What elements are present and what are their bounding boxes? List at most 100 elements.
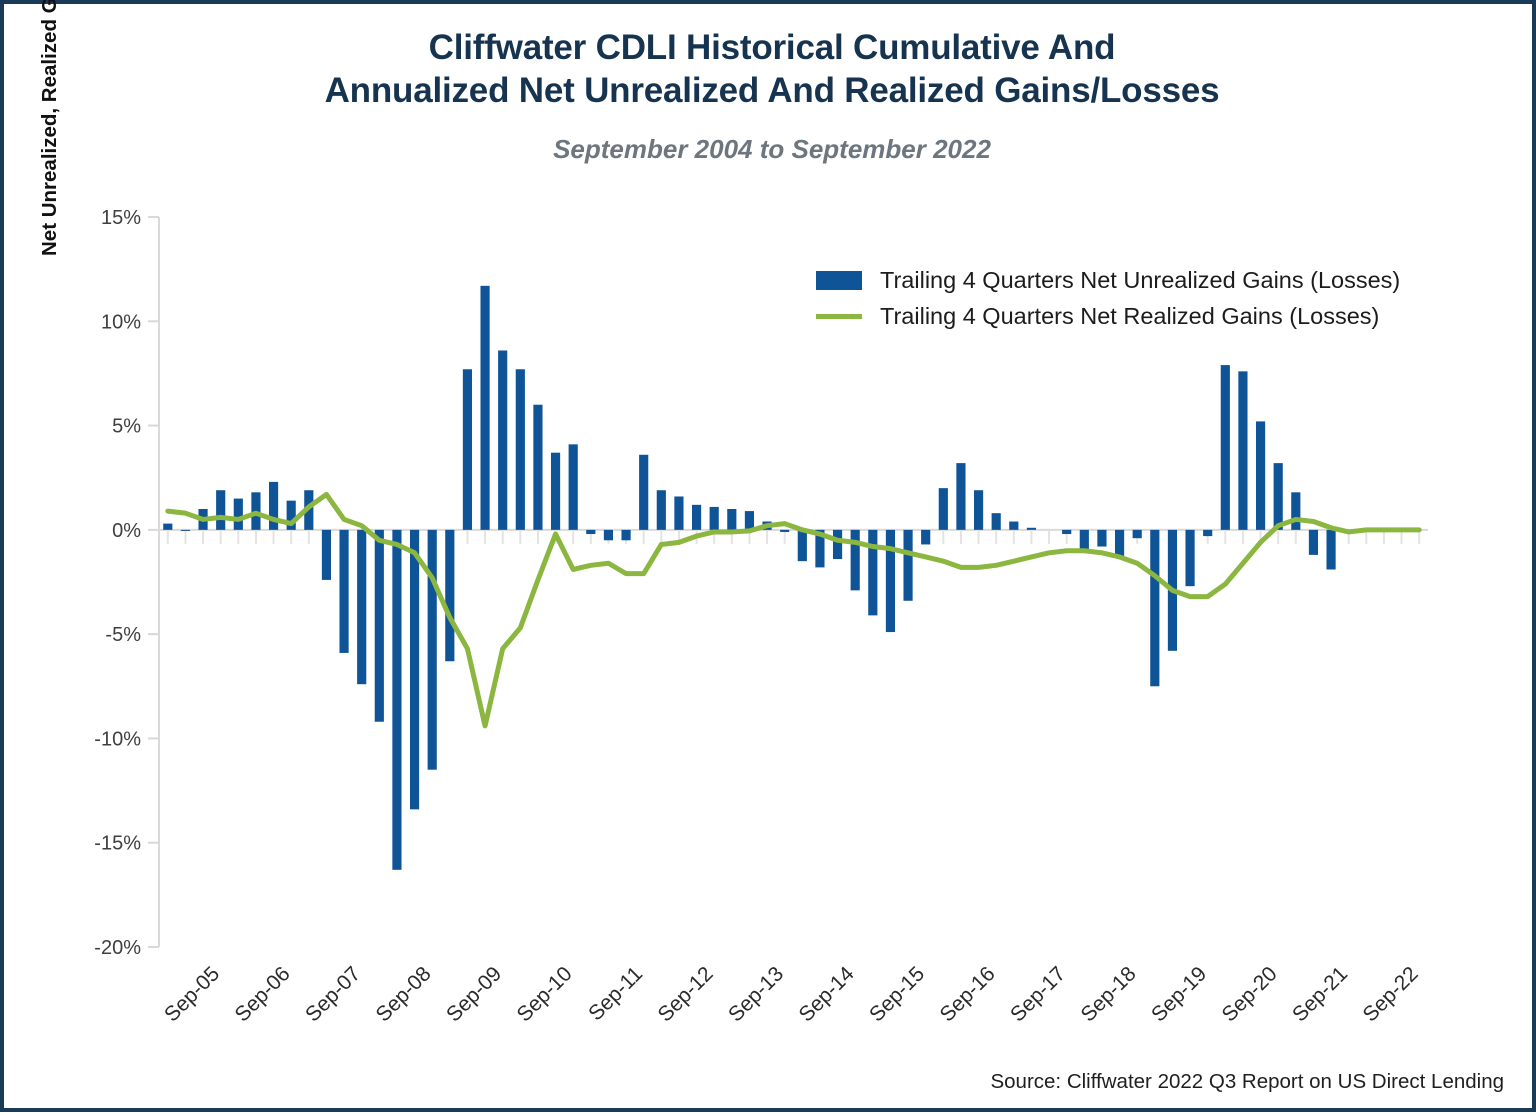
bar bbox=[498, 350, 508, 530]
x-tick-label: Sep-22 bbox=[1359, 962, 1423, 1026]
bar bbox=[603, 529, 614, 541]
x-tick-label: Sep-16 bbox=[936, 962, 1000, 1026]
bar bbox=[1026, 527, 1037, 530]
bar bbox=[1308, 529, 1319, 555]
bar bbox=[885, 529, 896, 633]
bar bbox=[1079, 529, 1089, 551]
bar bbox=[1326, 529, 1336, 570]
bar bbox=[1062, 529, 1072, 535]
bar bbox=[850, 529, 860, 591]
bar bbox=[674, 496, 684, 530]
legend-item-realized[interactable]: Trailing 4 Quarters Net Realized Gains (… bbox=[816, 298, 1456, 334]
bar bbox=[1203, 529, 1213, 537]
x-tick-label: Sep-08 bbox=[372, 962, 436, 1026]
bar bbox=[586, 529, 596, 535]
bar bbox=[868, 529, 878, 616]
bar bbox=[656, 490, 666, 530]
legend-label-unrealized: Trailing 4 Quarters Net Unrealized Gains… bbox=[880, 266, 1401, 293]
bar bbox=[938, 488, 948, 530]
bar bbox=[1291, 492, 1301, 530]
bar bbox=[233, 498, 243, 530]
bar bbox=[921, 529, 931, 545]
x-tick-label: Sep-12 bbox=[654, 962, 718, 1026]
x-tick-label: Sep-05 bbox=[160, 962, 224, 1026]
chart-title-line-1: Cliffwater CDLI Historical Cumulative An… bbox=[428, 28, 1116, 67]
x-tick-label: Sep-10 bbox=[513, 962, 577, 1026]
x-tick-label: Sep-15 bbox=[865, 962, 929, 1026]
x-tick-label: Sep-17 bbox=[1006, 962, 1070, 1026]
bar bbox=[480, 285, 490, 530]
bar bbox=[1238, 371, 1248, 530]
bar bbox=[1114, 529, 1125, 557]
y-tick-label: -5% bbox=[105, 624, 141, 646]
bar bbox=[691, 504, 702, 530]
x-tick-label: Sep-06 bbox=[231, 962, 295, 1026]
chart-legend: Trailing 4 Quarters Net Unrealized Gains… bbox=[816, 262, 1456, 334]
bar bbox=[462, 369, 473, 530]
x-tick-label: Sep-09 bbox=[442, 962, 506, 1026]
bar bbox=[1255, 421, 1266, 530]
bar bbox=[1097, 529, 1107, 547]
bar bbox=[973, 490, 984, 530]
bar bbox=[621, 529, 631, 541]
y-tick-label: 5% bbox=[112, 416, 141, 438]
bar bbox=[1009, 521, 1019, 530]
chart-title-line-2: Annualized Net Unrealized And Realized G… bbox=[324, 71, 1220, 110]
bar bbox=[1220, 365, 1230, 530]
bar bbox=[797, 529, 807, 562]
legend-bar-swatch-icon bbox=[816, 270, 862, 290]
x-tick-label: Sep-13 bbox=[724, 962, 788, 1026]
bar bbox=[568, 444, 578, 530]
y-tick-label: 10% bbox=[101, 311, 141, 333]
chart-svg: 15%10%5%0%-5%-10%-15%-20%Sep-05 Sep-06 Sep… bbox=[94, 207, 1428, 1026]
bar bbox=[321, 529, 332, 580]
bar bbox=[744, 511, 755, 530]
bar bbox=[216, 490, 226, 530]
bar bbox=[550, 452, 561, 530]
line-series bbox=[165, 491, 1422, 729]
bar bbox=[268, 481, 279, 530]
bar bbox=[392, 529, 402, 870]
chart-subtitle: September 2004 to September 2022 bbox=[553, 134, 991, 164]
bar bbox=[163, 523, 173, 530]
y-tick-label: -10% bbox=[94, 728, 141, 750]
bar bbox=[339, 529, 349, 653]
chart-title: Cliffwater CDLI Historical Cumulative An… bbox=[4, 26, 1536, 112]
source-note: Source: Cliffwater 2022 Q3 Report on US … bbox=[990, 1070, 1504, 1093]
bar bbox=[1132, 529, 1142, 539]
x-tick-label: Sep-21 bbox=[1288, 962, 1352, 1026]
x-tick-label: Sep-07 bbox=[301, 962, 365, 1026]
legend-line-swatch-icon bbox=[816, 307, 862, 326]
bar bbox=[956, 463, 966, 530]
bar bbox=[1273, 463, 1283, 530]
bar bbox=[639, 454, 649, 530]
bar bbox=[286, 500, 296, 530]
bar bbox=[780, 529, 790, 532]
bar bbox=[709, 506, 719, 530]
x-tick-label: Sep-19 bbox=[1147, 962, 1211, 1026]
legend-item-unrealized[interactable]: Trailing 4 Quarters Net Unrealized Gains… bbox=[816, 262, 1456, 298]
y-tick-label: 0% bbox=[112, 520, 141, 542]
x-tick-label: Sep-20 bbox=[1218, 962, 1282, 1026]
x-tick-label: Sep-11 bbox=[584, 962, 647, 1025]
bar bbox=[815, 529, 825, 568]
bar bbox=[409, 529, 420, 810]
bar bbox=[832, 529, 843, 560]
y-tick-label: -15% bbox=[94, 833, 141, 855]
bar bbox=[991, 513, 1001, 530]
bar bbox=[445, 529, 455, 662]
x-tick-label: Sep-18 bbox=[1077, 962, 1141, 1026]
bar bbox=[1150, 529, 1160, 687]
bar bbox=[1185, 529, 1195, 587]
bar bbox=[357, 529, 367, 685]
bar bbox=[533, 404, 543, 530]
bar bbox=[515, 369, 525, 530]
bar bbox=[180, 529, 191, 531]
bar bbox=[727, 509, 737, 530]
bar bbox=[427, 529, 437, 770]
y-tick-label: 15% bbox=[101, 207, 141, 229]
y-tick-label: -20% bbox=[94, 937, 141, 959]
bar bbox=[374, 529, 384, 722]
x-tick-label: Sep-14 bbox=[795, 962, 859, 1026]
